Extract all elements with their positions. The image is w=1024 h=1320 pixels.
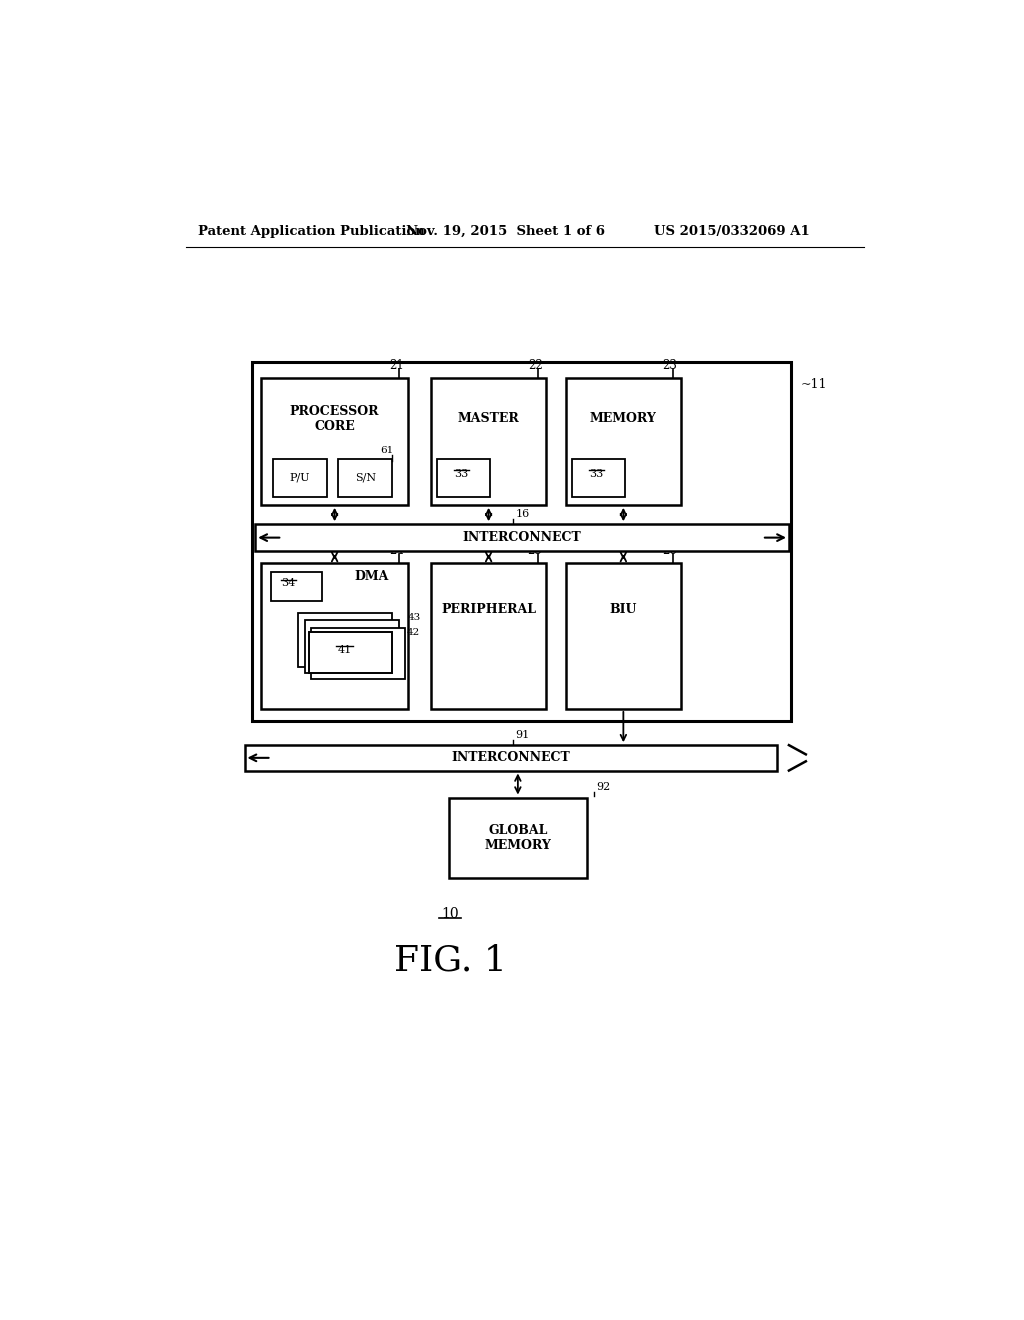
Text: 26: 26 <box>663 544 677 557</box>
Text: Patent Application Publication: Patent Application Publication <box>199 224 425 238</box>
Text: 34: 34 <box>282 578 296 589</box>
Text: Nov. 19, 2015  Sheet 1 of 6: Nov. 19, 2015 Sheet 1 of 6 <box>407 224 605 238</box>
Text: INTERCONNECT: INTERCONNECT <box>452 751 570 764</box>
Text: 41: 41 <box>338 644 352 655</box>
Text: GLOBAL
MEMORY: GLOBAL MEMORY <box>484 824 551 851</box>
Text: 22: 22 <box>527 359 543 372</box>
Text: 33: 33 <box>455 469 469 479</box>
Text: 10: 10 <box>441 907 459 921</box>
Text: 92: 92 <box>596 783 610 792</box>
Text: 43: 43 <box>408 612 421 622</box>
Bar <box>245 744 777 771</box>
Bar <box>261 562 408 709</box>
Bar <box>571 459 625 498</box>
Text: 42: 42 <box>407 628 420 638</box>
Bar <box>565 562 681 709</box>
Text: 33: 33 <box>589 469 603 479</box>
Text: FIG. 1: FIG. 1 <box>393 944 507 978</box>
Bar <box>273 459 327 498</box>
Bar <box>565 378 681 506</box>
Text: 23: 23 <box>663 359 677 372</box>
Text: 21: 21 <box>389 359 403 372</box>
Text: S/N: S/N <box>355 473 376 483</box>
Bar <box>304 620 398 673</box>
Bar <box>255 524 788 552</box>
Text: DMA: DMA <box>354 570 389 583</box>
Text: MEMORY: MEMORY <box>590 412 656 425</box>
Text: PROCESSOR
CORE: PROCESSOR CORE <box>290 404 379 433</box>
Text: 25: 25 <box>527 544 543 557</box>
Bar <box>437 459 490 498</box>
Bar <box>431 562 547 709</box>
Text: 16: 16 <box>515 508 529 519</box>
Text: P/U: P/U <box>290 473 310 483</box>
Text: 24: 24 <box>389 544 403 557</box>
Bar <box>449 797 587 878</box>
Text: ~11: ~11 <box>801 378 827 391</box>
Bar <box>310 628 404 678</box>
Bar <box>298 612 392 667</box>
Text: MASTER: MASTER <box>458 412 519 425</box>
Bar <box>339 459 392 498</box>
Text: BIU: BIU <box>609 603 637 616</box>
Bar <box>309 632 392 673</box>
Text: PERIPHERAL: PERIPHERAL <box>441 603 537 616</box>
Text: INTERCONNECT: INTERCONNECT <box>463 531 582 544</box>
Bar <box>271 572 322 601</box>
Text: 61: 61 <box>381 446 394 455</box>
Bar <box>261 378 408 506</box>
Text: US 2015/0332069 A1: US 2015/0332069 A1 <box>654 224 810 238</box>
Bar <box>431 378 547 506</box>
Bar <box>252 363 792 721</box>
Text: 91: 91 <box>515 730 529 739</box>
